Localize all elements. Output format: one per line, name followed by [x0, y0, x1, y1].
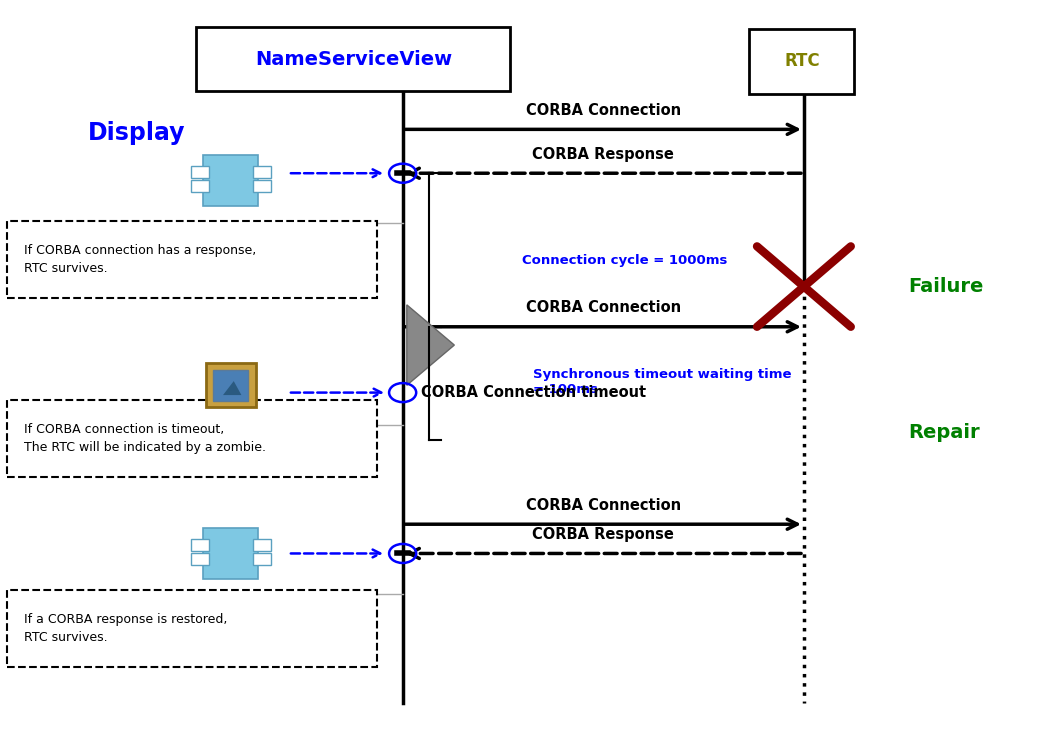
- FancyBboxPatch shape: [190, 553, 209, 564]
- FancyBboxPatch shape: [6, 400, 376, 476]
- Polygon shape: [223, 381, 241, 395]
- Polygon shape: [407, 305, 455, 385]
- Text: If CORBA connection is timeout,
The RTC will be indicated by a zombie.: If CORBA connection is timeout, The RTC …: [24, 423, 266, 454]
- Text: Display: Display: [88, 121, 186, 145]
- Text: Failure: Failure: [908, 277, 983, 296]
- FancyBboxPatch shape: [213, 370, 248, 401]
- FancyBboxPatch shape: [204, 156, 258, 206]
- Text: CORBA Connection: CORBA Connection: [526, 498, 681, 512]
- FancyBboxPatch shape: [253, 166, 271, 178]
- FancyBboxPatch shape: [748, 29, 854, 93]
- FancyBboxPatch shape: [6, 590, 376, 666]
- Text: NameServiceView: NameServiceView: [255, 50, 452, 69]
- Text: If CORBA connection has a response,
RTC survives.: If CORBA connection has a response, RTC …: [24, 244, 257, 275]
- Text: CORBA Connection: CORBA Connection: [526, 103, 681, 117]
- Text: CORBA Connection: CORBA Connection: [526, 300, 681, 315]
- FancyBboxPatch shape: [190, 166, 209, 178]
- Text: CORBA Connection timeout: CORBA Connection timeout: [421, 385, 647, 400]
- Text: Synchronous timeout waiting time
= 100ms: Synchronous timeout waiting time = 100ms: [533, 368, 791, 396]
- FancyBboxPatch shape: [253, 553, 271, 564]
- Text: CORBA Response: CORBA Response: [532, 527, 674, 542]
- FancyBboxPatch shape: [253, 181, 271, 192]
- FancyBboxPatch shape: [190, 539, 209, 550]
- Text: CORBA Response: CORBA Response: [532, 147, 674, 161]
- Text: If a CORBA response is restored,
RTC survives.: If a CORBA response is restored, RTC sur…: [24, 613, 228, 644]
- Text: Repair: Repair: [908, 424, 980, 443]
- FancyBboxPatch shape: [253, 539, 271, 550]
- Text: RTC: RTC: [784, 52, 819, 70]
- FancyBboxPatch shape: [206, 363, 256, 407]
- FancyBboxPatch shape: [6, 221, 376, 297]
- Text: Connection cycle = 1000ms: Connection cycle = 1000ms: [522, 255, 728, 267]
- FancyBboxPatch shape: [196, 27, 510, 91]
- FancyBboxPatch shape: [204, 528, 258, 578]
- FancyBboxPatch shape: [190, 181, 209, 192]
